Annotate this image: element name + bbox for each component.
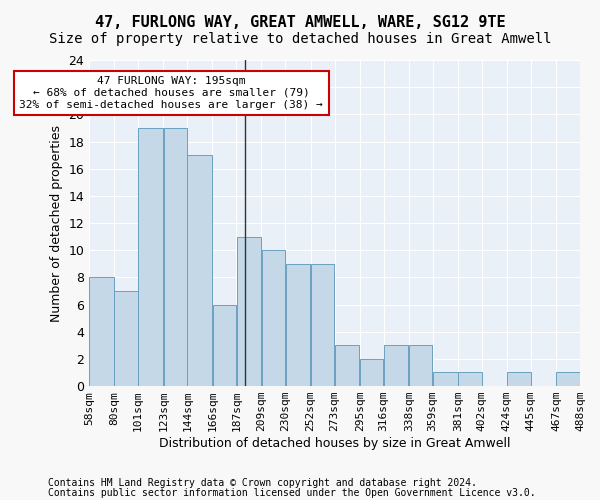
Text: 47, FURLONG WAY, GREAT AMWELL, WARE, SG12 9TE: 47, FURLONG WAY, GREAT AMWELL, WARE, SG1… <box>95 15 505 30</box>
Bar <box>335 346 359 386</box>
Bar <box>212 304 236 386</box>
Bar <box>360 359 383 386</box>
Text: Size of property relative to detached houses in Great Amwell: Size of property relative to detached ho… <box>49 32 551 46</box>
Bar <box>236 236 261 386</box>
Bar <box>433 372 458 386</box>
Bar <box>458 372 482 386</box>
X-axis label: Distribution of detached houses by size in Great Amwell: Distribution of detached houses by size … <box>159 437 510 450</box>
Bar <box>384 346 409 386</box>
Text: 47 FURLONG WAY: 195sqm
← 68% of detached houses are smaller (79)
32% of semi-det: 47 FURLONG WAY: 195sqm ← 68% of detached… <box>19 76 323 110</box>
Bar <box>187 155 212 386</box>
Bar <box>507 372 530 386</box>
Bar <box>409 346 433 386</box>
Bar <box>164 128 187 386</box>
Text: Contains HM Land Registry data © Crown copyright and database right 2024.: Contains HM Land Registry data © Crown c… <box>48 478 477 488</box>
Y-axis label: Number of detached properties: Number of detached properties <box>50 124 63 322</box>
Bar <box>89 278 114 386</box>
Bar <box>115 291 138 386</box>
Bar <box>139 128 163 386</box>
Bar <box>556 372 580 386</box>
Bar <box>311 264 334 386</box>
Bar <box>262 250 285 386</box>
Bar <box>286 264 310 386</box>
Text: Contains public sector information licensed under the Open Government Licence v3: Contains public sector information licen… <box>48 488 536 498</box>
